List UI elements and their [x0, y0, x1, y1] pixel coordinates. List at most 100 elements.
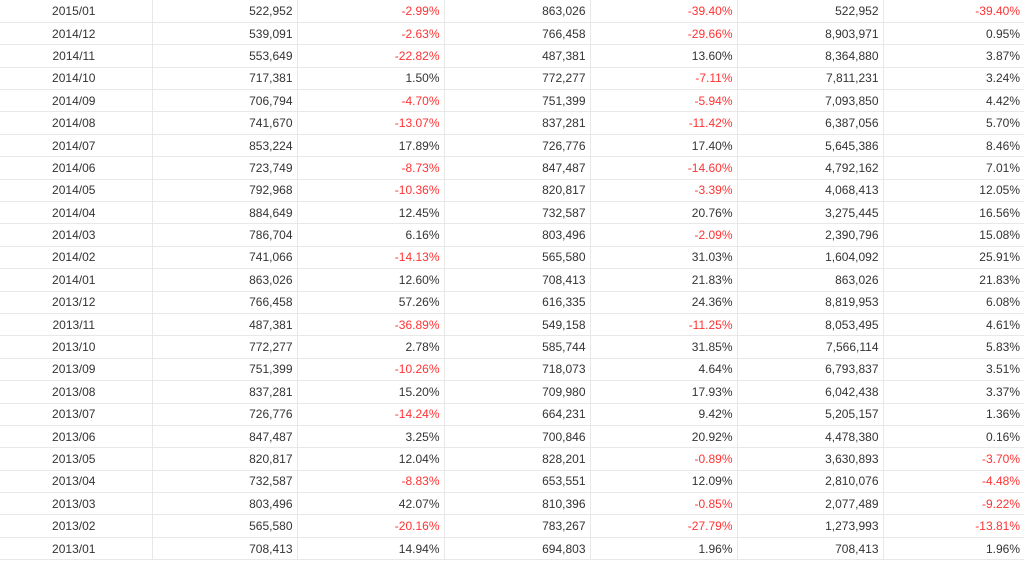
table-row: 2014/11 553,649 -22.82% 487,381 13.60% 8,364,… [0, 44, 1024, 68]
change-2-cell: -29.66% [589, 22, 737, 46]
value-1-cell: 803,496 [151, 492, 297, 516]
change-2-cell: 12.09% [589, 470, 737, 494]
value-3-cell: 8,903,971 [736, 22, 883, 46]
change-1-cell: 2.78% [296, 335, 444, 359]
value-2-cell: 718,073 [443, 358, 590, 382]
month-cell: 2014/06 [0, 156, 152, 180]
value-1-cell: 708,413 [151, 537, 297, 561]
month-cell: 2013/09 [0, 358, 152, 382]
change-2-cell: 13.60% [589, 44, 737, 68]
value-1-cell: 741,066 [151, 246, 297, 270]
value-3-cell: 8,819,953 [736, 291, 883, 314]
value-3-cell: 7,093,850 [736, 89, 883, 113]
value-3-cell: 708,413 [736, 537, 883, 561]
change-2-cell: 20.92% [589, 425, 737, 449]
value-2-cell: 766,458 [443, 22, 590, 46]
month-cell: 2014/09 [0, 89, 152, 113]
table-row: 2013/08 837,281 15.20% 709,980 17.93% 6,042,4… [0, 380, 1024, 404]
value-2-cell: 732,587 [443, 201, 590, 225]
month-cell: 2014/03 [0, 223, 152, 247]
value-2-cell: 810,396 [443, 492, 590, 516]
value-1-cell: 539,091 [151, 22, 297, 46]
table-row: 2014/09 706,794 -4.70% 751,399 -5.94% 7,093,8… [0, 89, 1024, 113]
value-1-cell: 706,794 [151, 89, 297, 113]
change-3-cell: 16.56% [882, 201, 1024, 225]
value-2-cell: 783,267 [443, 514, 590, 538]
change-1-cell: 12.60% [296, 268, 444, 292]
value-3-cell: 6,042,438 [736, 380, 883, 404]
change-1-cell: 6.16% [296, 223, 444, 247]
change-2-cell: -5.94% [589, 89, 737, 113]
change-2-cell: 17.93% [589, 380, 737, 404]
change-2-cell: 4.64% [589, 358, 737, 382]
change-2-cell: 31.85% [589, 335, 737, 359]
change-3-cell: 8.46% [882, 134, 1024, 158]
change-3-cell: 15.08% [882, 223, 1024, 247]
change-3-cell: 4.42% [882, 89, 1024, 113]
value-1-cell: 717,381 [151, 67, 297, 91]
table-row: 2014/05 792,968 -10.36% 820,817 -3.39% 4,068,… [0, 179, 1024, 203]
change-1-cell: 42.07% [296, 492, 444, 516]
change-3-cell: 12.05% [882, 179, 1024, 203]
value-2-cell: 726,776 [443, 134, 590, 158]
table-row: 2013/12 766,458 57.26% 616,335 24.36% 8,819,9… [0, 291, 1024, 314]
value-3-cell: 2,390,796 [736, 223, 883, 247]
change-1-cell: -14.13% [296, 246, 444, 270]
change-1-cell: -20.16% [296, 514, 444, 538]
value-3-cell: 1,604,092 [736, 246, 883, 270]
change-2-cell: 24.36% [589, 291, 737, 314]
value-2-cell: 863,026 [443, 0, 590, 23]
table-row: 2015/01 522,952 -2.99% 863,026 -39.40% 522,95… [0, 0, 1024, 23]
change-3-cell: 5.70% [882, 111, 1024, 135]
table-row: 2014/10 717,381 1.50% 772,277 -7.11% 7,811,23… [0, 67, 1024, 91]
table-row: 2014/12 539,091 -2.63% 766,458 -29.66% 8,903,… [0, 22, 1024, 46]
value-1-cell: 732,587 [151, 470, 297, 494]
table-row: 2014/08 741,670 -13.07% 837,281 -11.42% 6,387… [0, 111, 1024, 135]
table-row: 2013/06 847,487 3.25% 700,846 20.92% 4,478,38… [0, 425, 1024, 449]
month-cell: 2014/07 [0, 134, 152, 158]
value-2-cell: 847,487 [443, 156, 590, 180]
value-3-cell: 2,077,489 [736, 492, 883, 516]
change-1-cell: -2.99% [296, 0, 444, 23]
value-1-cell: 884,649 [151, 201, 297, 225]
month-cell: 2014/04 [0, 201, 152, 225]
value-3-cell: 1,273,993 [736, 514, 883, 538]
value-1-cell: 863,026 [151, 268, 297, 292]
value-1-cell: 772,277 [151, 335, 297, 359]
month-cell: 2013/08 [0, 380, 152, 404]
value-3-cell: 6,387,056 [736, 111, 883, 135]
table-row: 2013/09 751,399 -10.26% 718,073 4.64% 6,793,8… [0, 358, 1024, 382]
change-2-cell: -11.25% [589, 313, 737, 337]
value-3-cell: 2,810,076 [736, 470, 883, 494]
change-3-cell: 4.61% [882, 313, 1024, 337]
change-3-cell: 1.36% [882, 403, 1024, 426]
value-1-cell: 741,670 [151, 111, 297, 135]
change-2-cell: 21.83% [589, 268, 737, 292]
change-2-cell: -0.89% [589, 447, 737, 471]
value-2-cell: 549,158 [443, 313, 590, 337]
month-cell: 2013/02 [0, 514, 152, 538]
change-1-cell: -22.82% [296, 44, 444, 68]
change-3-cell: -9.22% [882, 492, 1024, 516]
value-3-cell: 7,811,231 [736, 67, 883, 91]
value-1-cell: 565,580 [151, 514, 297, 538]
change-1-cell: 3.25% [296, 425, 444, 449]
month-cell: 2013/04 [0, 470, 152, 494]
change-2-cell: 20.76% [589, 201, 737, 225]
change-3-cell: -13.81% [882, 514, 1024, 538]
value-1-cell: 786,704 [151, 223, 297, 247]
table-row: 2013/11 487,381 -36.89% 549,158 -11.25% 8,053… [0, 313, 1024, 337]
value-2-cell: 820,817 [443, 179, 590, 203]
value-1-cell: 487,381 [151, 313, 297, 337]
value-2-cell: 653,551 [443, 470, 590, 494]
table-row: 2014/07 853,224 17.89% 726,776 17.40% 5,645,3… [0, 134, 1024, 158]
table-row: 2013/05 820,817 12.04% 828,201 -0.89% 3,630,8… [0, 447, 1024, 471]
table-row: 2014/01 863,026 12.60% 708,413 21.83% 863,026… [0, 268, 1024, 292]
change-2-cell: -3.39% [589, 179, 737, 203]
change-1-cell: 12.45% [296, 201, 444, 225]
table-row: 2013/07 726,776 -14.24% 664,231 9.42% 5,205,1… [0, 403, 1024, 426]
month-cell: 2013/12 [0, 291, 152, 314]
value-1-cell: 553,649 [151, 44, 297, 68]
change-1-cell: -36.89% [296, 313, 444, 337]
change-1-cell: -2.63% [296, 22, 444, 46]
